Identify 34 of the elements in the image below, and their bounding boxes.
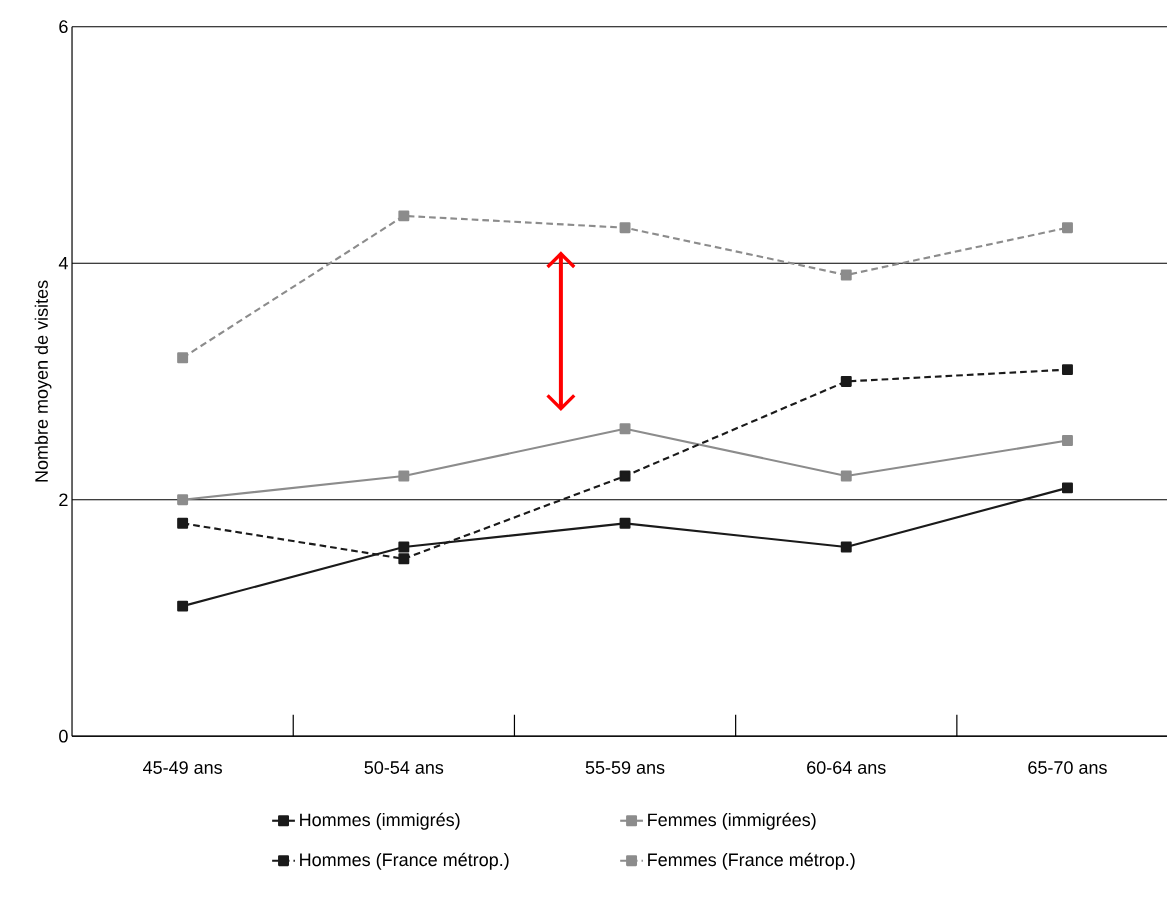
point <box>177 517 189 529</box>
point <box>177 494 189 506</box>
legend-label: Femmes (France métrop.) <box>648 852 855 870</box>
point <box>177 352 189 364</box>
y-tick-label: 6 <box>59 20 68 33</box>
point <box>1061 364 1073 375</box>
point <box>177 600 189 612</box>
y-tick-label: 4 <box>58 256 68 270</box>
point <box>619 222 631 234</box>
y-tick-label: 0 <box>59 729 68 743</box>
point <box>619 517 631 529</box>
point <box>398 210 410 222</box>
point <box>840 375 852 387</box>
x-tick-label: 55-59 ans <box>585 761 665 774</box>
point <box>619 470 631 482</box>
point <box>398 470 410 482</box>
point <box>840 269 852 281</box>
point <box>398 553 410 565</box>
legend-label: Hommes (immigrés) <box>300 812 460 830</box>
legend-label: Femmes (immigrées) <box>648 812 816 830</box>
point <box>1061 482 1073 494</box>
x-tick-label: 60-64 ans <box>807 761 886 774</box>
point <box>619 423 631 435</box>
y-tick-label: 2 <box>59 493 68 506</box>
legend-label: Hommes (France métrop.) <box>300 852 509 870</box>
point <box>398 541 410 553</box>
x-tick-label: 65-70 ans <box>1028 761 1107 774</box>
point <box>840 470 852 482</box>
point <box>1061 434 1073 446</box>
x-tick-label: 45-49 ans <box>143 761 222 774</box>
point <box>1061 222 1073 234</box>
point <box>840 541 852 553</box>
y-axis-title: Nombre moyen de visites <box>34 280 52 482</box>
x-tick-label: 50-54 ans <box>364 761 444 774</box>
